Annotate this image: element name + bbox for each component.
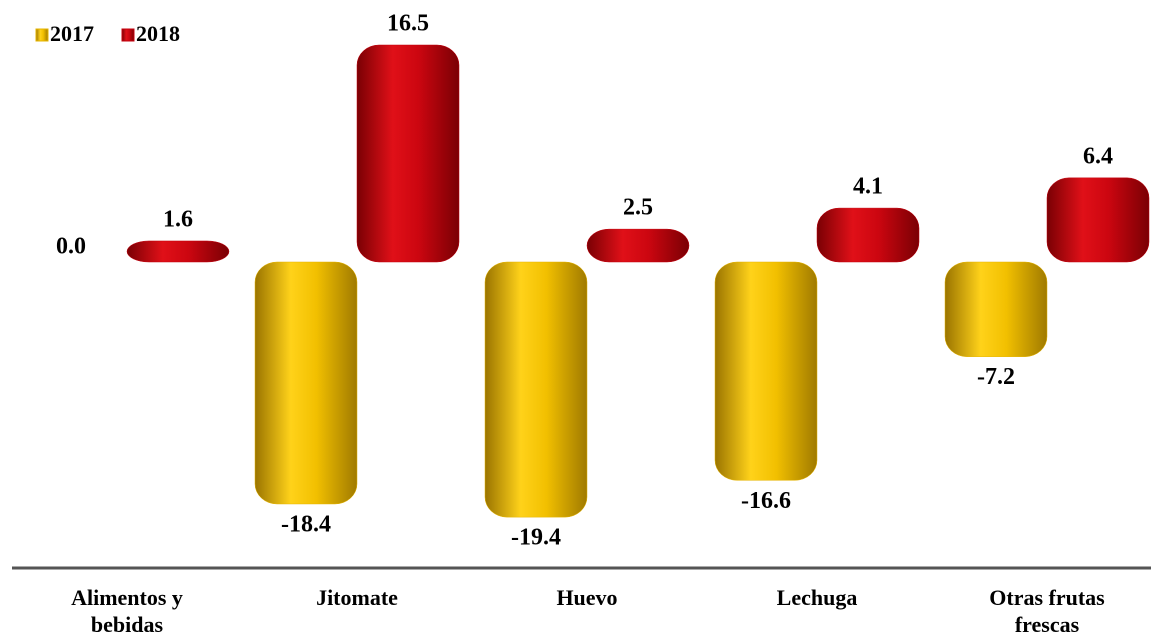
bar [816,207,920,263]
bar [126,240,230,263]
legend-swatch [35,28,49,42]
x-tick-label: Alimentos y bebidas [71,585,183,637]
value-label: 0.0 [56,234,86,260]
bar [484,261,588,518]
value-label: 2.5 [623,195,653,221]
x-tick-label: Otras frutas frescas [989,585,1105,637]
value-label: 6.4 [1083,143,1113,169]
value-label: -16.6 [741,488,791,514]
value-label: -7.2 [977,364,1015,390]
value-label: -18.4 [281,511,331,537]
value-label: 1.6 [163,206,193,232]
bar [254,261,358,505]
bar [1046,177,1150,263]
bar [714,261,818,481]
value-label: 16.5 [387,11,429,37]
x-tick-label: Jitomate [316,585,398,610]
value-label: 4.1 [853,174,883,200]
legend-swatch [121,28,135,42]
bar [944,261,1048,357]
value-label: -19.4 [511,525,561,551]
x-tick-label: Huevo [556,585,618,610]
legend-label: 2018 [136,21,180,46]
legend-label: 2017 [50,21,94,46]
bar [586,228,690,263]
bar [356,44,460,263]
x-tick-label: Lechuga [776,585,858,610]
